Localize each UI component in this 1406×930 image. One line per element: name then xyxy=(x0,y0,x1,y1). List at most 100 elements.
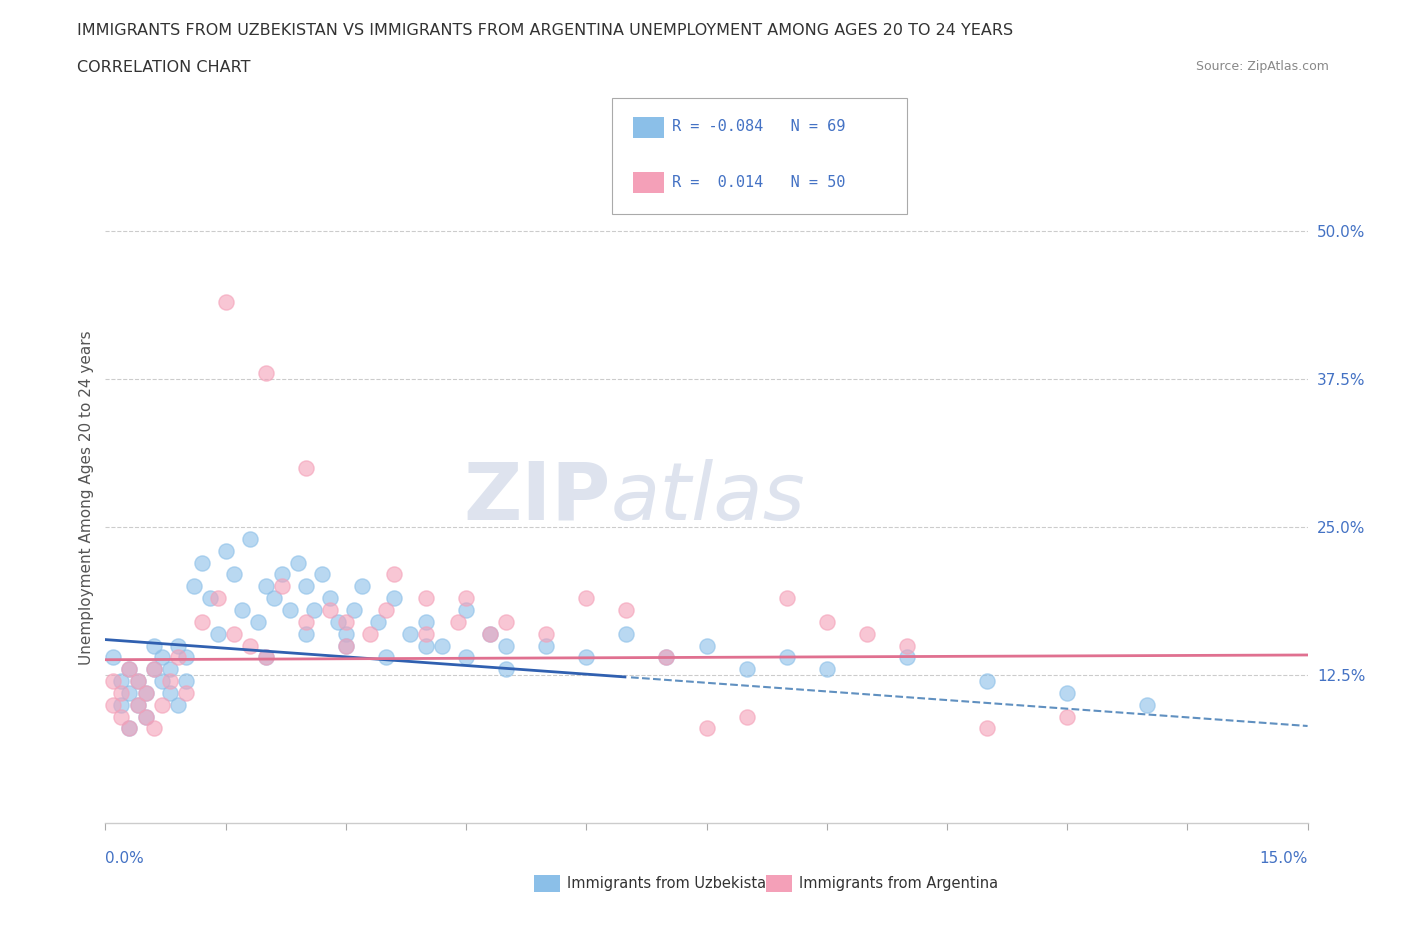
Point xyxy=(166,698,188,712)
Point xyxy=(222,626,245,641)
Point xyxy=(616,626,638,641)
Point xyxy=(254,650,277,665)
Point xyxy=(174,650,197,665)
Text: atlas: atlas xyxy=(610,458,806,537)
Text: ZIP: ZIP xyxy=(463,458,610,537)
Point xyxy=(735,709,758,724)
Point xyxy=(815,615,838,630)
Point xyxy=(118,721,141,736)
Point xyxy=(159,685,181,700)
Point xyxy=(135,685,157,700)
Point xyxy=(254,365,277,380)
Point xyxy=(415,638,437,653)
Point xyxy=(335,626,357,641)
Point xyxy=(335,638,357,653)
Point xyxy=(415,615,437,630)
Text: 0.0%: 0.0% xyxy=(105,851,145,866)
Point xyxy=(1136,698,1159,712)
Point xyxy=(127,673,149,688)
Point xyxy=(295,615,318,630)
Text: R = -0.084   N = 69: R = -0.084 N = 69 xyxy=(672,119,845,134)
Point xyxy=(454,591,477,605)
Point xyxy=(495,615,517,630)
Point xyxy=(374,603,398,618)
Text: R =  0.014   N = 50: R = 0.014 N = 50 xyxy=(672,175,845,190)
Point xyxy=(1056,685,1078,700)
Point xyxy=(278,603,301,618)
Point xyxy=(479,626,502,641)
Point xyxy=(495,638,517,653)
Point xyxy=(150,673,173,688)
Point xyxy=(616,603,638,618)
Point xyxy=(655,650,678,665)
Text: CORRELATION CHART: CORRELATION CHART xyxy=(77,60,250,75)
Point xyxy=(150,698,173,712)
Point xyxy=(855,626,877,641)
Point xyxy=(214,543,236,558)
Point xyxy=(142,721,165,736)
Point xyxy=(896,650,918,665)
Point xyxy=(166,650,188,665)
Point xyxy=(207,591,229,605)
Point xyxy=(166,638,188,653)
Point xyxy=(103,650,125,665)
Point xyxy=(319,591,342,605)
Point xyxy=(118,685,141,700)
Point xyxy=(239,638,262,653)
Point xyxy=(231,603,253,618)
Point xyxy=(776,650,799,665)
Text: IMMIGRANTS FROM UZBEKISTAN VS IMMIGRANTS FROM ARGENTINA UNEMPLOYMENT AMONG AGES : IMMIGRANTS FROM UZBEKISTAN VS IMMIGRANTS… xyxy=(77,23,1014,38)
Point xyxy=(302,603,325,618)
Point xyxy=(135,709,157,724)
Point xyxy=(1056,709,1078,724)
Point xyxy=(110,673,132,688)
Point xyxy=(159,673,181,688)
Point xyxy=(374,650,398,665)
Point xyxy=(415,591,437,605)
Point xyxy=(311,567,333,582)
Point xyxy=(575,650,598,665)
Point xyxy=(382,591,405,605)
Point xyxy=(335,638,357,653)
Point xyxy=(127,698,149,712)
Point xyxy=(183,578,205,593)
Point xyxy=(110,685,132,700)
Point xyxy=(127,698,149,712)
Point xyxy=(118,721,141,736)
Point xyxy=(495,662,517,677)
Point xyxy=(254,578,277,593)
Text: Immigrants from Uzbekistan: Immigrants from Uzbekistan xyxy=(567,876,775,891)
Point xyxy=(207,626,229,641)
Point xyxy=(399,626,422,641)
Point xyxy=(575,591,598,605)
Point xyxy=(150,650,173,665)
Point xyxy=(270,567,292,582)
Point xyxy=(319,603,342,618)
Point xyxy=(239,532,262,547)
Point xyxy=(263,591,285,605)
Text: 15.0%: 15.0% xyxy=(1260,851,1308,866)
Point xyxy=(696,721,718,736)
Text: Immigrants from Argentina: Immigrants from Argentina xyxy=(799,876,998,891)
Point xyxy=(776,591,799,605)
Point xyxy=(190,555,212,570)
Point xyxy=(118,662,141,677)
Text: Source: ZipAtlas.com: Source: ZipAtlas.com xyxy=(1195,60,1329,73)
Point xyxy=(287,555,309,570)
Point xyxy=(896,638,918,653)
Point xyxy=(815,662,838,677)
Point xyxy=(174,673,197,688)
Point xyxy=(127,673,149,688)
Point xyxy=(295,626,318,641)
Point xyxy=(415,626,437,641)
Point xyxy=(367,615,389,630)
Point xyxy=(382,567,405,582)
Point xyxy=(976,721,998,736)
Point xyxy=(430,638,453,653)
Point xyxy=(976,673,998,688)
Point xyxy=(198,591,221,605)
Point xyxy=(246,615,269,630)
Point xyxy=(454,650,477,665)
Point xyxy=(110,709,132,724)
Point xyxy=(534,638,557,653)
